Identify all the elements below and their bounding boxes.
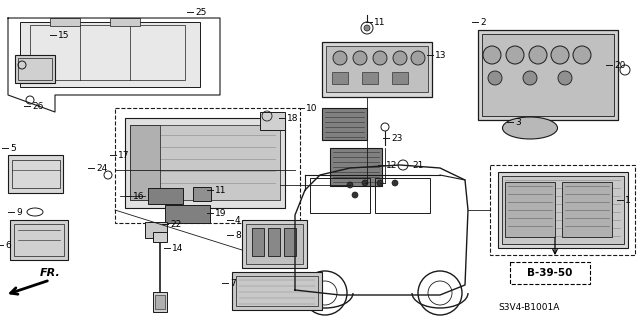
Text: 18: 18: [287, 114, 298, 123]
Text: 20: 20: [614, 60, 625, 69]
Bar: [242, 220, 307, 268]
Bar: [510, 262, 590, 284]
Bar: [12, 160, 60, 188]
Bar: [8, 155, 63, 193]
Bar: [110, 18, 140, 26]
Circle shape: [488, 71, 502, 85]
Bar: [310, 178, 370, 213]
Bar: [502, 176, 624, 244]
Bar: [330, 148, 382, 186]
Text: 1: 1: [625, 196, 631, 204]
Bar: [232, 272, 322, 310]
Bar: [130, 125, 160, 200]
Bar: [10, 220, 68, 260]
Bar: [155, 295, 165, 309]
Text: 7: 7: [230, 278, 236, 287]
Text: 21: 21: [412, 161, 424, 170]
Text: 10: 10: [306, 103, 317, 113]
Text: 14: 14: [172, 244, 184, 252]
Bar: [332, 72, 348, 84]
Text: 4: 4: [235, 215, 241, 225]
Circle shape: [392, 180, 398, 186]
Bar: [268, 228, 280, 256]
Circle shape: [377, 180, 383, 186]
Text: 12: 12: [386, 161, 397, 170]
Text: 9: 9: [16, 207, 22, 217]
Bar: [260, 112, 285, 130]
Bar: [15, 55, 55, 83]
Circle shape: [347, 182, 353, 188]
Circle shape: [411, 51, 425, 65]
Bar: [50, 18, 80, 26]
Bar: [482, 34, 614, 116]
Text: 25: 25: [195, 7, 206, 17]
Text: 6: 6: [5, 241, 11, 250]
Bar: [498, 172, 628, 248]
Text: 26: 26: [32, 101, 44, 110]
Text: 11: 11: [374, 18, 385, 27]
Text: 19: 19: [215, 209, 227, 218]
Bar: [478, 30, 618, 120]
Text: 3: 3: [515, 117, 521, 126]
Text: 11: 11: [215, 186, 227, 195]
Circle shape: [573, 46, 591, 64]
Circle shape: [529, 46, 547, 64]
Bar: [18, 58, 52, 80]
Bar: [392, 72, 408, 84]
Bar: [375, 178, 430, 213]
Text: 5: 5: [10, 143, 16, 153]
Text: 22: 22: [170, 220, 181, 228]
Bar: [148, 188, 183, 204]
Bar: [490, 165, 635, 255]
Bar: [125, 118, 285, 208]
Bar: [153, 232, 167, 242]
Bar: [14, 224, 64, 256]
Circle shape: [393, 51, 407, 65]
Text: FR.: FR.: [40, 268, 61, 278]
Bar: [246, 224, 303, 264]
Text: 23: 23: [391, 133, 403, 142]
Text: S3V4-B1001A: S3V4-B1001A: [498, 303, 559, 313]
Circle shape: [333, 51, 347, 65]
Text: 16: 16: [133, 191, 145, 201]
Circle shape: [362, 180, 368, 186]
Bar: [505, 182, 555, 237]
Bar: [322, 108, 367, 140]
Text: 2: 2: [480, 18, 486, 27]
Bar: [284, 228, 296, 256]
Circle shape: [353, 51, 367, 65]
Circle shape: [506, 46, 524, 64]
Bar: [322, 42, 432, 97]
Bar: [193, 187, 211, 201]
Bar: [326, 46, 428, 92]
Circle shape: [558, 71, 572, 85]
Bar: [236, 276, 318, 306]
Bar: [165, 205, 210, 223]
Circle shape: [551, 46, 569, 64]
Circle shape: [352, 192, 358, 198]
Bar: [153, 292, 167, 312]
Circle shape: [364, 25, 370, 31]
Circle shape: [373, 51, 387, 65]
Bar: [130, 125, 280, 200]
Text: 24: 24: [96, 164, 108, 172]
Bar: [20, 22, 200, 87]
Bar: [252, 228, 264, 256]
Text: 17: 17: [118, 150, 129, 159]
Ellipse shape: [502, 117, 557, 139]
Bar: [115, 108, 300, 223]
Text: B-39-50: B-39-50: [527, 268, 573, 278]
Bar: [30, 25, 185, 80]
Circle shape: [483, 46, 501, 64]
Bar: [362, 72, 378, 84]
Bar: [145, 222, 167, 238]
Text: 15: 15: [58, 30, 70, 39]
Bar: [562, 182, 612, 237]
Text: 8: 8: [235, 230, 241, 239]
Text: 13: 13: [435, 51, 447, 60]
Circle shape: [523, 71, 537, 85]
